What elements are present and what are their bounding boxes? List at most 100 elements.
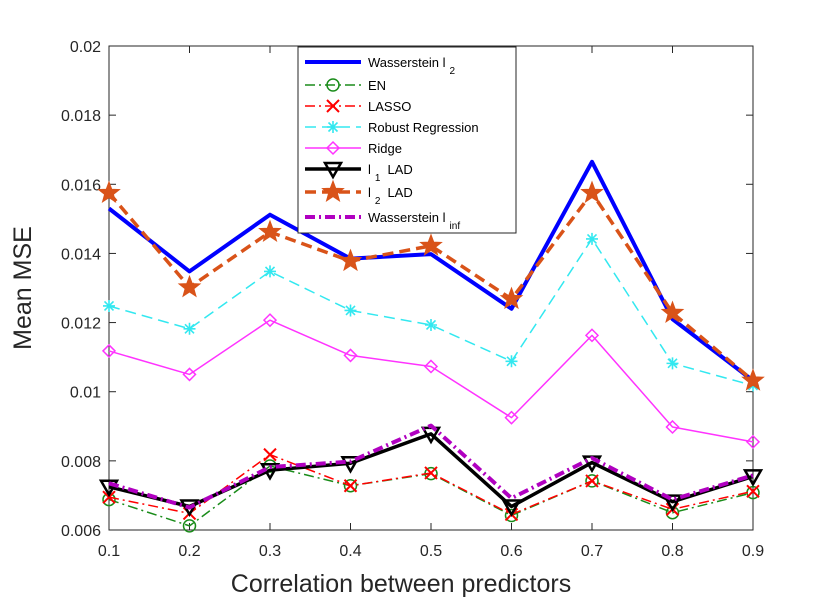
series-7 <box>108 423 754 510</box>
data-point <box>264 265 276 278</box>
series-4 <box>101 313 761 449</box>
legend-label-suffix: LAD <box>387 185 412 200</box>
legend-label: Robust Regression <box>368 120 479 135</box>
legend-label-subscript: 2 <box>450 66 456 77</box>
legend-entry: Robust Regression <box>305 120 479 135</box>
data-point <box>262 313 278 328</box>
data-point <box>338 248 363 272</box>
series-6 <box>97 180 765 391</box>
legend-label: Wasserstein l <box>368 210 446 225</box>
data-point <box>666 357 679 370</box>
legend-label: LASSO <box>368 99 411 114</box>
data-point <box>263 447 277 462</box>
data-point <box>505 355 518 368</box>
legend-marker <box>326 99 340 113</box>
data-point <box>746 484 760 498</box>
x-tick-label: 0.9 <box>742 543 764 560</box>
legend-entry: Wasserstein l 2 <box>305 55 456 77</box>
y-tick-label: 0.012 <box>61 316 101 333</box>
legend-entry: EN <box>305 78 386 93</box>
y-tick-label: 0.014 <box>61 246 101 263</box>
data-point <box>665 505 680 520</box>
y-tick-label: 0.016 <box>61 177 101 194</box>
series-line <box>108 319 754 443</box>
data-point <box>419 233 443 256</box>
data-point <box>665 419 680 435</box>
data-point <box>586 232 598 245</box>
legend-marker <box>322 161 344 180</box>
data-point <box>499 286 524 310</box>
series-5 <box>98 426 764 518</box>
legend-entry: l2 LAD <box>305 179 413 207</box>
x-tick-label: 0.8 <box>661 543 683 560</box>
x-tick-label: 0.6 <box>500 543 522 560</box>
data-point <box>177 274 202 298</box>
data-point <box>258 219 282 243</box>
series-line <box>108 238 754 387</box>
x-tick-label: 0.5 <box>420 543 442 560</box>
data-point <box>741 368 765 391</box>
legend-label-subscript: 1 <box>375 173 381 184</box>
axes: 0.1 0.2 0.3 0.4 0.5 0.6 0.7 0.8 0.9 0.006 0.008 0.0… <box>61 39 764 560</box>
data-point <box>425 318 437 331</box>
legend-label: l <box>368 185 371 200</box>
data-point <box>504 508 519 523</box>
data-point <box>97 180 121 203</box>
legend-marker <box>327 121 339 133</box>
data-point <box>580 180 604 203</box>
data-point <box>103 299 115 312</box>
legend-label: EN <box>368 78 386 93</box>
x-tick-label: 0.7 <box>581 543 603 560</box>
legend-entry: Wasserstein l inf <box>305 210 460 232</box>
y-tick-label: 0.01 <box>70 385 101 402</box>
legend-label: Ridge <box>368 141 402 156</box>
series-2 <box>102 447 760 522</box>
data-point <box>742 469 764 487</box>
data-point <box>343 348 358 363</box>
series-group <box>97 159 765 533</box>
data-point <box>745 434 761 449</box>
data-point <box>183 322 196 335</box>
data-point <box>504 410 519 425</box>
data-point <box>101 343 117 358</box>
data-point <box>182 367 197 382</box>
y-tick-label: 0.018 <box>61 108 101 125</box>
series-line <box>107 159 755 383</box>
series-0 <box>107 159 755 383</box>
x-tick-label: 0.4 <box>339 543 361 560</box>
y-axis-title: Mean MSE <box>9 226 37 350</box>
series-line <box>108 453 754 516</box>
series-line <box>108 432 754 509</box>
data-point <box>660 300 685 323</box>
x-axis-title: Correlation between predictors <box>231 570 571 598</box>
legend-entry: LASSO <box>305 99 411 114</box>
data-point <box>662 494 683 513</box>
legend-label-suffix: LAD <box>387 162 412 177</box>
data-point <box>98 479 120 498</box>
legend-label-subscript: 2 <box>375 196 381 207</box>
y-tick-label: 0.02 <box>70 39 101 56</box>
y-tick-label: 0.008 <box>61 454 101 471</box>
legend-marker <box>321 179 345 203</box>
legend-box <box>297 46 517 234</box>
data-point <box>343 479 358 493</box>
y-tick-label: 0.006 <box>61 523 101 540</box>
legend-marker <box>326 78 340 92</box>
series-line <box>108 423 754 510</box>
legend-entry: Ridge <box>305 140 402 156</box>
legend: Wasserstein l 2 EN LASSO Robust Regression Ri… <box>297 46 517 234</box>
x-tick-label: 0.3 <box>259 543 281 560</box>
data-point <box>584 328 600 343</box>
data-point <box>585 474 599 488</box>
data-point <box>340 456 361 474</box>
data-point <box>343 478 358 493</box>
legend-marker <box>325 140 341 156</box>
legend-label-subscript: inf <box>450 221 461 232</box>
series-line <box>108 465 754 527</box>
legend-label: Wasserstein l <box>368 55 446 70</box>
data-point <box>501 499 522 518</box>
data-point <box>423 359 439 374</box>
x-tick-label: 0.2 <box>178 543 200 560</box>
data-point <box>585 474 599 488</box>
